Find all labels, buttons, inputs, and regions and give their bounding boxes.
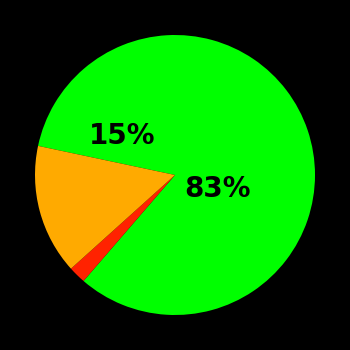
Wedge shape <box>71 175 175 281</box>
Text: 83%: 83% <box>184 175 250 203</box>
Wedge shape <box>38 35 315 315</box>
Text: 15%: 15% <box>89 122 155 150</box>
Wedge shape <box>35 146 175 269</box>
